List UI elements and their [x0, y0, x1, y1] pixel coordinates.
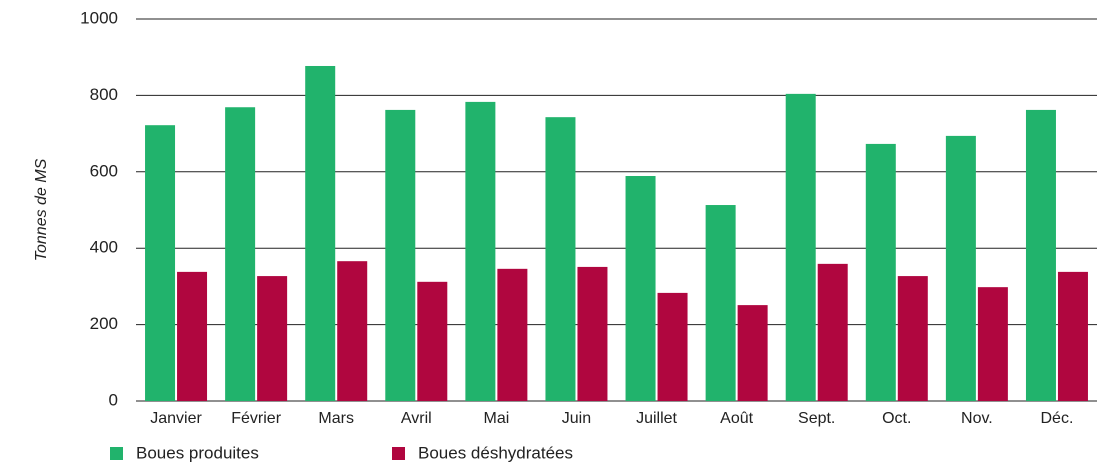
- bar: [177, 271, 208, 401]
- x-tick-label: Juillet: [636, 410, 677, 427]
- bar: [817, 263, 848, 401]
- bar: [545, 117, 576, 401]
- y-tick-label: 800: [90, 85, 118, 104]
- bar: [785, 93, 816, 401]
- bar: [417, 281, 448, 401]
- x-tick-label: Mars: [318, 410, 354, 427]
- bar: [145, 125, 176, 402]
- legend-swatch: [110, 447, 123, 460]
- bar: [737, 305, 768, 401]
- x-tick-label: Sept.: [798, 410, 835, 427]
- bar: [577, 266, 608, 401]
- bar: [865, 143, 896, 401]
- y-tick-label: 400: [90, 238, 118, 257]
- bar: [1025, 109, 1056, 401]
- bar: [657, 292, 688, 401]
- bar: [625, 176, 656, 401]
- bar: [257, 276, 288, 401]
- y-axis-label: Tonnes de MS: [33, 158, 50, 261]
- y-tick-label: 200: [90, 314, 118, 333]
- bar: [337, 261, 368, 401]
- bar: [977, 287, 1008, 401]
- x-tick-label: Déc.: [1041, 410, 1074, 427]
- y-tick-label: 600: [90, 161, 118, 180]
- legend-swatch: [392, 447, 405, 460]
- bar: [497, 268, 528, 401]
- bar: [225, 107, 256, 401]
- x-tick-label: Avril: [401, 410, 432, 427]
- legend-label: Boues déshydratées: [418, 443, 573, 462]
- bar: [705, 205, 736, 401]
- x-tick-label: Oct.: [882, 410, 911, 427]
- legend-label: Boues produites: [136, 443, 259, 462]
- x-tick-label: Mai: [483, 410, 509, 427]
- x-tick-label: Nov.: [961, 410, 993, 427]
- bar: [897, 276, 928, 401]
- bar: [945, 135, 976, 401]
- y-tick-label: 0: [109, 390, 118, 409]
- bar: [305, 65, 336, 402]
- bar: [385, 109, 416, 401]
- bar: [1057, 271, 1088, 401]
- x-tick-label: Juin: [562, 410, 591, 427]
- x-tick-label: Février: [231, 410, 281, 427]
- x-tick-label: Août: [720, 410, 753, 427]
- bar: [465, 101, 496, 402]
- y-tick-label: 1000: [80, 8, 118, 27]
- x-tick-label: Janvier: [150, 410, 202, 427]
